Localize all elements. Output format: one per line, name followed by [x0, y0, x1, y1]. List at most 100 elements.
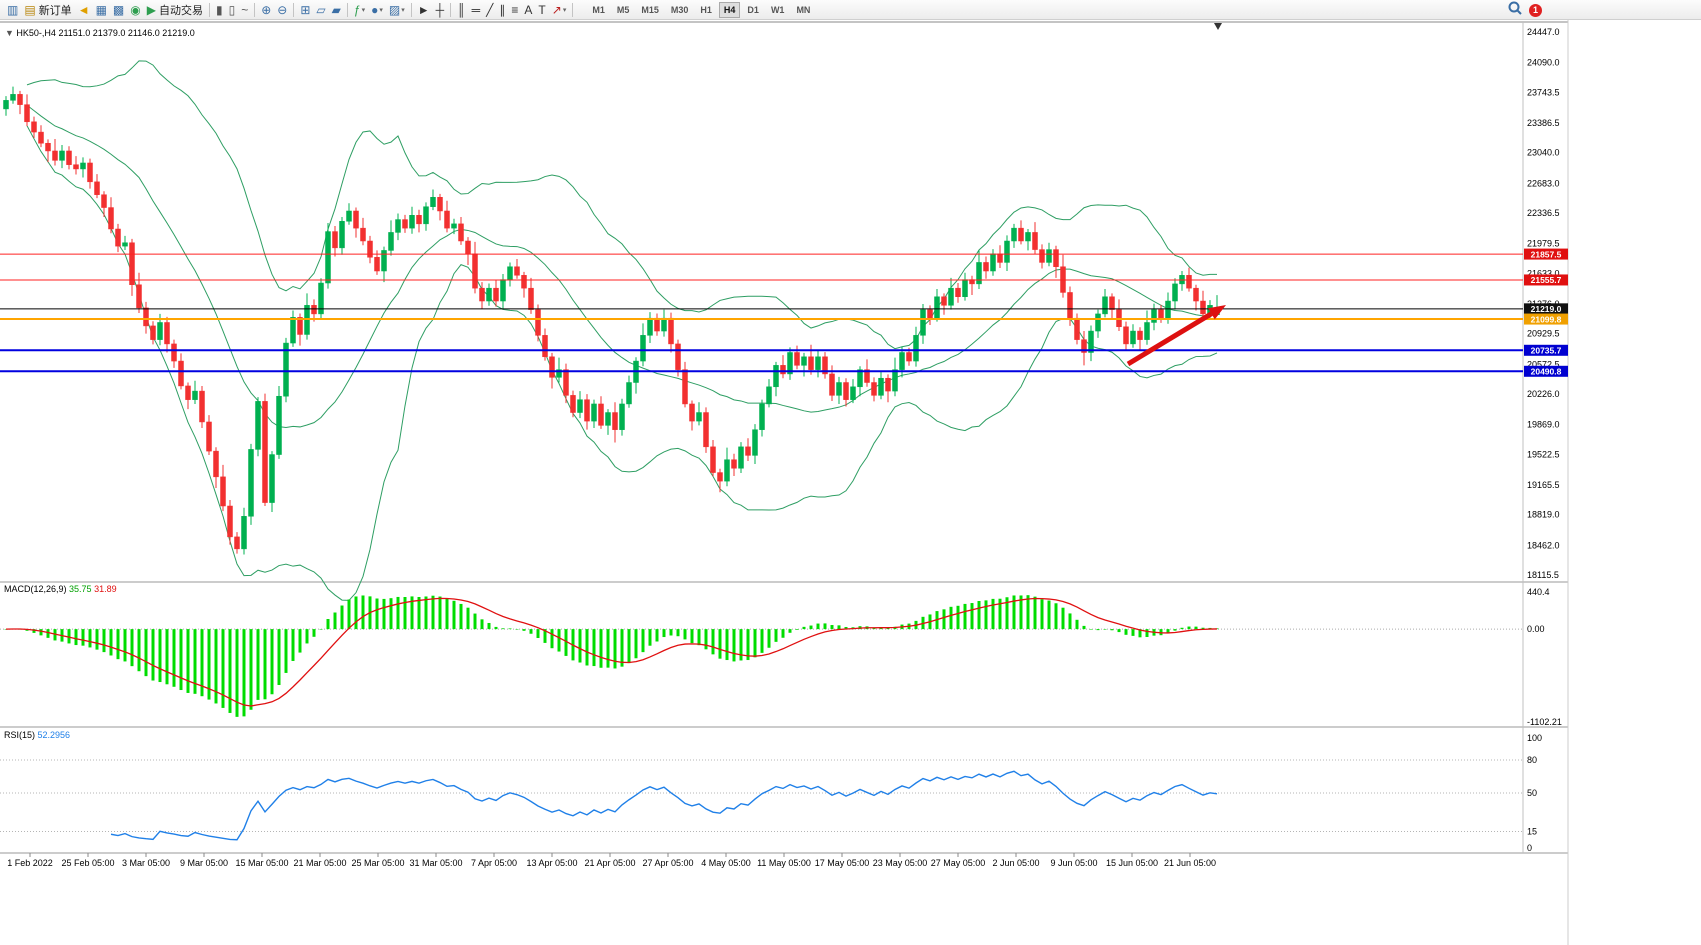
new-order-glyph: ▤: [24, 2, 36, 17]
channel-icon[interactable]: ∥: [496, 1, 508, 18]
trendline-icon-glyph: ╱: [486, 2, 494, 17]
price-tick-label: 22336.5: [1527, 208, 1560, 218]
time-axis[interactable]: 1 Feb 2022 25 Feb 05:00 3 Mar 05:00 9 Mar 0…: [7, 853, 1216, 868]
toolbar-icons: ▥ ▤ 新订单 ◄ ▦ ▩ ◉ ▶ 自动交易 ▮ ▯ ~ ⊕ ⊖ ⊞ ▱ ▰ ƒ ▾ ● ▾ ▨ ▾ ► ┼ ║ ═ ╱ ∥ ≡ A T ↗ ▾: [4, 1, 576, 18]
audio-icon-glyph: ◉: [130, 2, 141, 17]
zoom-out-icon[interactable]: ⊖: [274, 1, 290, 18]
time-tick-label: 7 Apr 05:00: [471, 858, 517, 868]
market-watch-icon[interactable]: ▩: [110, 1, 127, 18]
tile-windows-icon[interactable]: ⊞: [297, 1, 313, 18]
price-tick-label: 18115.5: [1527, 570, 1559, 580]
bollinger-upper-band: [26, 60, 1218, 350]
timeframe-h4[interactable]: H4: [718, 1, 741, 18]
time-tick-label: 17 May 05:00: [815, 858, 870, 868]
price-tick-label: 20226.0: [1527, 389, 1560, 399]
price-tick-label: 20572.5: [1527, 359, 1560, 369]
macd-panel: MACD(12,26,9) 35.75 31.89 440.4 0.00 -1102.…: [0, 584, 1562, 727]
macd-signal-line: [5, 597, 1218, 707]
periods-icon-glyph: ●: [371, 2, 379, 17]
timeframe-d1[interactable]: D1: [747, 4, 759, 15]
price-tick-label: 21633.0: [1527, 268, 1560, 278]
cursor-icon[interactable]: ►: [415, 1, 433, 18]
timeframe-mn[interactable]: MN: [796, 4, 811, 15]
templates-icon[interactable]: ▨ ▾: [386, 1, 408, 18]
chart-list-icon-glyph: ▦: [95, 2, 107, 17]
last-bar-marker: [1214, 23, 1222, 30]
label-icon[interactable]: T: [535, 1, 548, 18]
price-levels: [0, 253, 1523, 373]
toolbar-separator: [254, 2, 256, 17]
bar-chart-type-icon[interactable]: ▮: [213, 1, 226, 18]
price-tick-label: 19522.5: [1527, 449, 1560, 459]
search-icon[interactable]: [1508, 1, 1522, 20]
autotrading-button[interactable]: ▶ 自动交易: [144, 1, 206, 18]
autotrading-button-label: 自动交易: [158, 4, 203, 17]
notification-badge[interactable]: 1: [1529, 3, 1542, 17]
channel-icon-glyph: ∥: [499, 2, 506, 17]
chart-list-icon[interactable]: ▦: [93, 1, 110, 18]
current-price-price-tag: [1524, 303, 1568, 315]
line-chart-type-icon[interactable]: ~: [238, 1, 251, 18]
rsi-axis-label: 15: [1527, 827, 1537, 837]
timeframe-m15[interactable]: M15: [641, 4, 659, 15]
new-order-button[interactable]: ▤ 新订单: [21, 1, 74, 18]
news-icon-glyph: ◄: [77, 2, 90, 17]
timeframe-m5[interactable]: M5: [616, 4, 630, 15]
price-tick-label: 22683.0: [1527, 178, 1560, 188]
indicators-icon[interactable]: ƒ ▾: [351, 1, 368, 18]
price-tick-label: 21979.5: [1527, 239, 1560, 249]
timeframe-h1[interactable]: H1: [700, 4, 712, 15]
macd-axis-label: 0.00: [1527, 624, 1545, 634]
time-tick-label: 21 Jun 05:00: [1164, 858, 1216, 868]
arrows-tool-icon[interactable]: ↗ ▾: [549, 1, 570, 18]
candles[interactable]: [3, 86, 1220, 555]
toolbar-separator: [208, 2, 210, 17]
tile-windows-icon-glyph: ⊞: [300, 2, 311, 17]
trendline-icon[interactable]: ╱: [483, 1, 496, 18]
new-chart-icon-glyph: ▥: [7, 2, 19, 17]
arrange-icon[interactable]: ▰: [329, 1, 344, 18]
text-icon[interactable]: A: [521, 1, 535, 18]
vertical-line-icon-glyph: ║: [457, 2, 466, 17]
vertical-line-icon[interactable]: ║: [454, 1, 469, 18]
time-tick-label: 27 Apr 05:00: [642, 858, 693, 868]
time-tick-label: 15 Jun 05:00: [1106, 858, 1158, 868]
time-tick-label: 9 Jun 05:00: [1050, 858, 1097, 868]
time-tick-label: 4 May 05:00: [701, 858, 751, 868]
fibonacci-icon[interactable]: ≡: [508, 1, 521, 18]
timeframe-m30[interactable]: M30: [670, 4, 689, 15]
rsi-label: RSI(15) 52.2956: [4, 730, 70, 740]
toolbar-separator: [450, 2, 452, 17]
toolbar-separator: [346, 2, 348, 17]
crosshair-icon[interactable]: ┼: [433, 1, 448, 18]
cursor-icon-glyph: ►: [417, 2, 430, 17]
templates-icon-glyph: ▨: [388, 2, 401, 17]
new-chart-icon[interactable]: ▥: [4, 1, 21, 18]
timeframe-w1[interactable]: W1: [770, 4, 785, 15]
macd-label: MACD(12,26,9) 35.75 31.89: [4, 584, 117, 594]
timeframe-m1[interactable]: M1: [592, 4, 605, 15]
price-axis[interactable]: 24447.0 24090.0 23743.5 23386.5 23040.0 22683…: [1524, 27, 1568, 580]
horizontal-line-icon[interactable]: ═: [469, 1, 484, 18]
price-tick-label: 23386.5: [1527, 118, 1560, 128]
fibonacci-icon-glyph: ≡: [511, 2, 519, 17]
periods-icon[interactable]: ● ▾: [368, 1, 386, 18]
candlestick-type-icon[interactable]: ▯: [226, 1, 239, 18]
trend-arrow[interactable]: [1126, 305, 1226, 367]
symbol-ohlc-text: ▼ HK50-,H4 21151.0 21379.0 21146.0 21219…: [5, 28, 195, 38]
magnifier-glyph: [1508, 1, 1522, 15]
cascade-windows-icon[interactable]: ▱: [313, 1, 328, 18]
news-icon[interactable]: ◄: [75, 1, 93, 18]
time-tick-label: 9 Mar 05:00: [180, 858, 228, 868]
audio-icon[interactable]: ◉: [127, 1, 143, 18]
price-tick-label: 18819.0: [1527, 510, 1560, 520]
zoom-in-icon[interactable]: ⊕: [258, 1, 274, 18]
rsi-axis-label: 80: [1527, 755, 1537, 765]
time-tick-label: 15 Mar 05:00: [235, 858, 288, 868]
toolbar-separator: [572, 2, 574, 17]
crosshair-icon-glyph: ┼: [435, 2, 445, 17]
indicators-icon-glyph: ƒ: [353, 2, 361, 17]
support-upper-price-tag: [1524, 344, 1568, 356]
